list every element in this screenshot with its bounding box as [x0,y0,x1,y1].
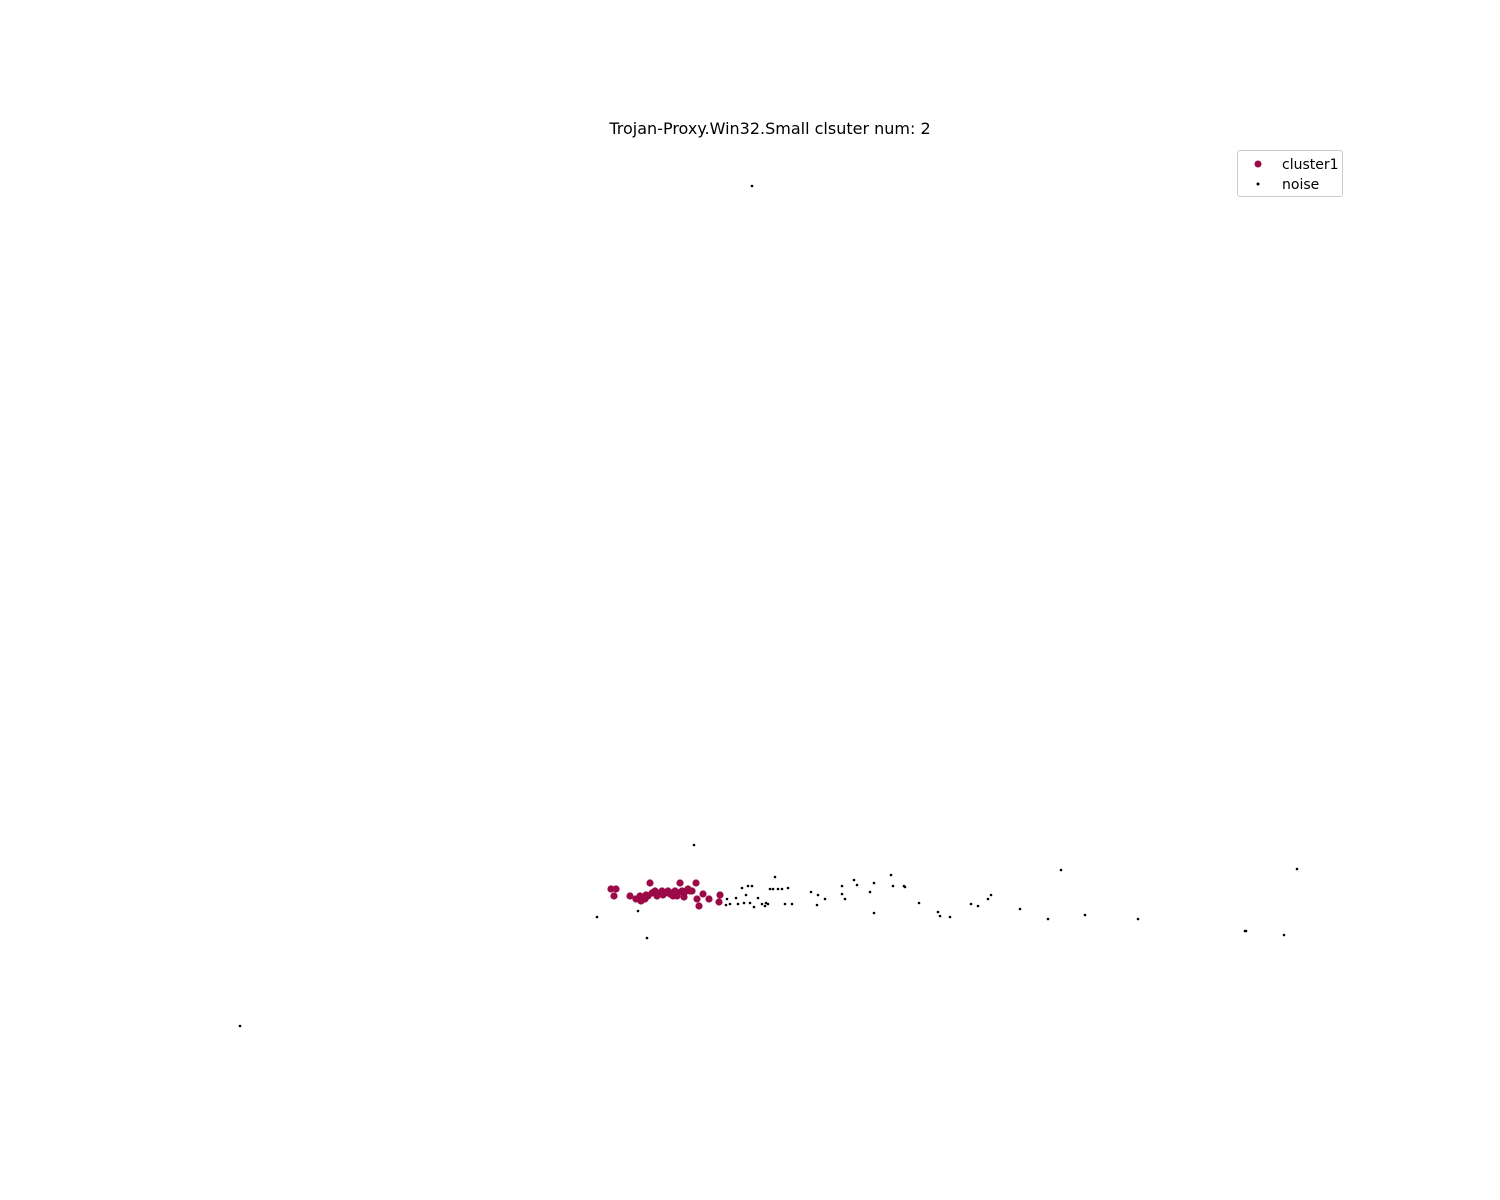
cluster1-point [715,898,723,906]
cluster1-point [637,897,645,905]
noise-point [855,883,859,887]
legend: cluster1 noise [1237,150,1343,197]
noise-point [989,893,993,897]
cluster1-point [612,885,620,893]
cluster1-point [646,879,654,887]
noise-point [740,886,744,890]
noise-point [750,884,754,888]
cluster1-point [642,891,650,899]
noise-point [986,897,990,901]
cluster1-point [693,895,701,903]
noise-point [746,884,750,888]
cluster1-point [705,895,713,903]
noise-series [238,184,1299,1028]
noise-point [815,903,819,907]
noise-point [1018,907,1022,911]
noise-point [764,901,768,905]
cluster1-point [695,902,703,910]
cluster1-point [692,879,700,887]
noise-point [891,884,895,888]
cluster1-point [676,879,684,887]
noise-point [773,875,777,879]
noise-point [748,901,752,905]
noise-point [840,892,844,896]
noise-point [595,915,599,919]
noise-point [809,890,813,894]
noise-point [724,903,728,907]
noise-point [1244,929,1248,933]
noise-point [872,881,876,885]
noise-point [736,902,740,906]
legend-marker-noise [1256,182,1260,186]
noise-point [238,1024,242,1028]
noise-point [1046,917,1050,921]
cluster1-point [716,891,724,899]
noise-point [763,904,767,908]
noise-point [771,887,775,891]
noise-point [768,887,772,891]
noise-point [936,910,940,914]
noise-point [816,893,820,897]
cluster1-point [699,890,707,898]
noise-point [872,911,876,915]
cluster1-point [659,891,667,899]
noise-point [823,897,827,901]
noise-point [786,886,790,890]
noise-point [948,915,952,919]
noise-point [1295,867,1299,871]
noise-point [903,885,907,889]
noise-point [728,902,732,906]
noise-point [750,184,754,188]
noise-point [1282,933,1286,937]
cluster1-point [626,892,634,900]
noise-point [636,909,640,913]
noise-point [917,901,921,905]
noise-point [1059,868,1063,872]
noise-point [744,893,748,897]
legend-label-cluster1: cluster1 [1282,157,1339,173]
noise-point [756,896,760,900]
noise-point [852,878,856,882]
cluster1-point [680,893,688,901]
noise-point [938,914,942,918]
noise-point [969,902,973,906]
noise-point [645,936,649,940]
legend-entry-noise: noise [1238,174,1342,194]
noise-point [760,902,764,906]
cluster1-point [688,887,696,895]
noise-point [725,897,729,901]
legend-marker-cluster1 [1254,160,1262,168]
legend-entry-cluster1: cluster1 [1238,154,1342,174]
noise-point [840,884,844,888]
cluster1-point [607,885,615,893]
cluster1-series [607,879,724,910]
chart-title: Trojan-Proxy.Win32.Small clsuter num: 2 [609,119,931,138]
noise-point [766,902,770,906]
noise-point [692,843,696,847]
cluster1-point [610,892,618,900]
noise-point [889,873,893,877]
noise-point [783,902,787,906]
noise-point [790,902,794,906]
noise-point [1083,913,1087,917]
noise-point [742,901,746,905]
noise-point [1136,917,1140,921]
noise-point [776,887,780,891]
cluster1-point [674,889,682,897]
legend-label-noise: noise [1282,177,1320,193]
noise-point [868,890,872,894]
noise-point [843,897,847,901]
noise-point [734,896,738,900]
noise-point [752,905,756,909]
noise-point [976,904,980,908]
noise-point [780,887,784,891]
